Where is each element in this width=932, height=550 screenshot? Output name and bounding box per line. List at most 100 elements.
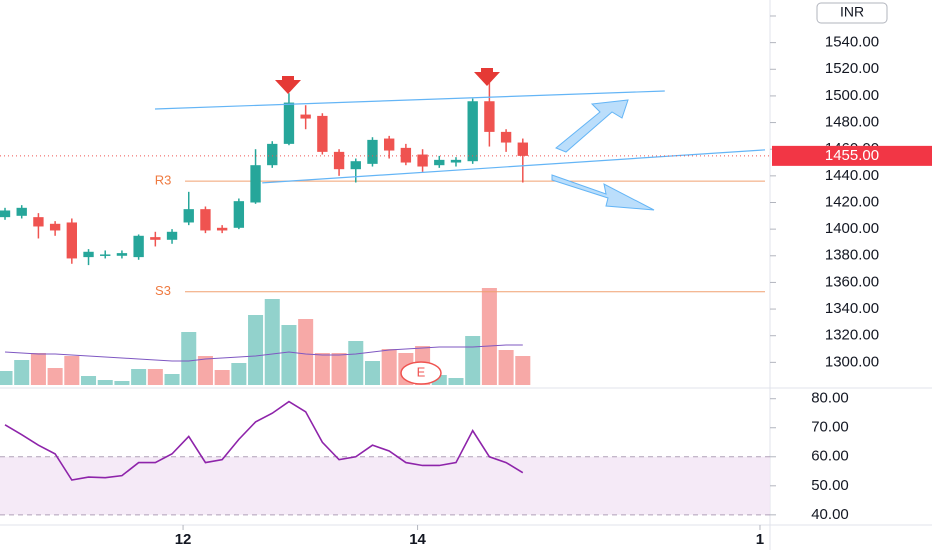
volume-ma	[4, 344, 523, 362]
y-tick-label: 1320.00	[825, 327, 879, 344]
volume-bar	[515, 356, 531, 385]
volume-bar	[97, 380, 113, 385]
rsi-band	[0, 456, 770, 515]
volume-bar	[381, 349, 397, 385]
volume-bar	[131, 369, 147, 385]
event-badge: E	[417, 364, 426, 379]
candle-body	[49, 223, 61, 231]
candle-body	[283, 102, 295, 144]
volume-bar	[64, 356, 80, 385]
y-tick-label: 1360.00	[825, 273, 879, 290]
volume-bar	[147, 369, 163, 385]
volume-bar	[364, 361, 380, 385]
y-tick-label: 1340.00	[825, 300, 879, 317]
y-tick-label: 1480.00	[825, 114, 879, 131]
candle-body	[500, 131, 512, 143]
volume-bar	[231, 363, 247, 385]
plot: R3 S3	[0, 82, 770, 516]
candle-body	[100, 254, 111, 256]
rsi-line	[4, 400, 524, 481]
y-tick-label: 1380.00	[825, 247, 879, 264]
y-tick-label: 1420.00	[825, 193, 879, 210]
rsi-tick-label: 80.00	[811, 390, 849, 407]
candle-body	[250, 165, 261, 203]
candle-body	[16, 207, 27, 216]
y-tick-label: 1520.00	[825, 60, 879, 77]
candle-body	[33, 217, 44, 227]
volume-bar	[331, 353, 347, 385]
volume-bar	[164, 374, 180, 385]
volume-bar	[431, 375, 447, 385]
candle-body	[383, 138, 395, 151]
x-tick-label: 14	[409, 531, 426, 548]
volume-bar	[281, 325, 297, 385]
currency-badge	[816, 2, 888, 24]
trendline	[262, 149, 766, 184]
y-tick-label: 1400.00	[825, 220, 879, 237]
candle-body	[116, 253, 128, 256]
candle-body	[484, 101, 495, 132]
signal-arrows	[275, 68, 655, 211]
candle-body	[216, 227, 228, 231]
volume-bar	[114, 381, 130, 385]
candle-body	[150, 237, 161, 240]
candle-body	[417, 154, 428, 167]
candle-body	[467, 101, 478, 162]
down-arrow-blue	[551, 174, 655, 211]
candle-body	[350, 161, 361, 170]
level-label: S3	[155, 283, 171, 298]
rsi-tick-label: 40.00	[811, 506, 849, 523]
volume-bar	[197, 356, 213, 385]
down-arrow	[275, 80, 301, 94]
current-price-badge	[772, 145, 932, 166]
candle-body	[333, 151, 345, 170]
volume-bar	[181, 332, 197, 385]
volume-bar	[481, 288, 497, 385]
volume-bar	[298, 319, 314, 385]
down-arrow	[282, 76, 294, 82]
candle-body	[200, 209, 211, 231]
candle-body	[400, 147, 412, 163]
volume-bar	[0, 371, 13, 385]
level-label: R3	[155, 173, 172, 188]
candle-body	[434, 159, 445, 166]
volume-bar	[81, 376, 97, 385]
candle-body	[183, 209, 194, 223]
candle-body	[317, 115, 328, 152]
volume-bar	[448, 378, 464, 385]
volume-bar	[214, 370, 230, 385]
candle-body	[300, 114, 311, 119]
event-badge-circle	[400, 361, 442, 385]
candle-body	[367, 139, 378, 164]
volume-bar	[348, 341, 364, 385]
volume-bar	[30, 353, 46, 385]
currency-label: INR	[840, 4, 864, 20]
candle-body	[517, 142, 528, 156]
down-arrow	[481, 68, 493, 74]
up-arrow	[555, 99, 629, 153]
candle-body	[450, 159, 462, 163]
down-arrow	[474, 72, 500, 86]
candle-body	[83, 251, 94, 258]
volume-bar	[47, 368, 63, 385]
rsi-tick-label: 70.00	[811, 419, 849, 436]
y-tick-label: 1540.00	[825, 34, 879, 51]
x-tick-label: 12	[175, 531, 192, 548]
candle-body	[233, 201, 245, 228]
candle-body	[166, 231, 178, 240]
volume-bar	[498, 350, 514, 385]
trendline	[154, 90, 665, 110]
y-tick-label: 1440.00	[825, 167, 879, 184]
volume-bar	[248, 315, 264, 385]
volume-bar	[314, 353, 330, 385]
candle-body	[267, 143, 278, 166]
volume-bar	[264, 299, 280, 385]
candle-body	[133, 235, 144, 258]
rsi-tick-label: 60.00	[811, 448, 849, 465]
y-tick-label: 1300.00	[825, 353, 879, 370]
volume-bar	[14, 360, 30, 385]
x-tick-label: 1	[756, 531, 764, 548]
candle-body	[0, 210, 11, 218]
candle-body	[66, 222, 77, 259]
